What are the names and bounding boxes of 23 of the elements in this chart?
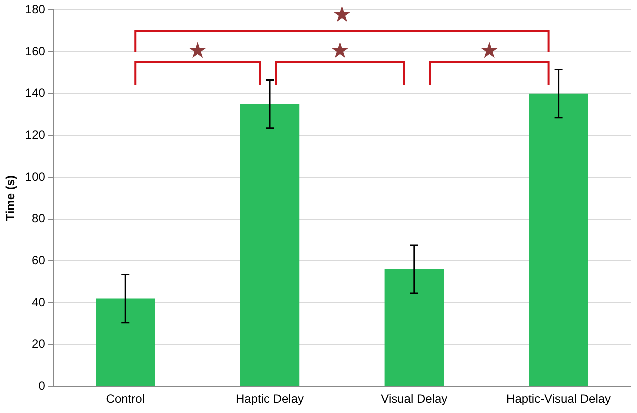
x-tick-label: Visual Delay — [381, 392, 448, 406]
x-tick-label: Control — [106, 392, 145, 406]
y-tick-label: 160 — [25, 44, 46, 58]
bar — [384, 270, 444, 386]
annotation: ★ — [188, 39, 208, 64]
x-tick-label: Haptic-Visual Delay — [506, 392, 612, 406]
y-tick-label: 120 — [25, 128, 46, 142]
bar — [240, 104, 300, 386]
y-tick-label: 140 — [25, 86, 46, 100]
bar — [96, 298, 156, 386]
x-tick-label: Haptic Delay — [236, 392, 304, 406]
y-tick-label: 180 — [25, 2, 46, 17]
y-tick-label: 0 — [38, 378, 46, 393]
y-tick-label: 80 — [32, 212, 46, 226]
annotation: ★ — [330, 39, 350, 64]
annotation: ★ — [332, 3, 352, 28]
y-axis-title: Time (s) — [4, 176, 18, 222]
annotation: ★ — [480, 39, 500, 64]
y-tick-label: 40 — [32, 295, 46, 310]
y-tick-label: 20 — [32, 337, 46, 352]
y-tick-label: 60 — [32, 253, 46, 268]
y-tick-label: 100 — [25, 170, 46, 184]
bar — [529, 94, 588, 386]
